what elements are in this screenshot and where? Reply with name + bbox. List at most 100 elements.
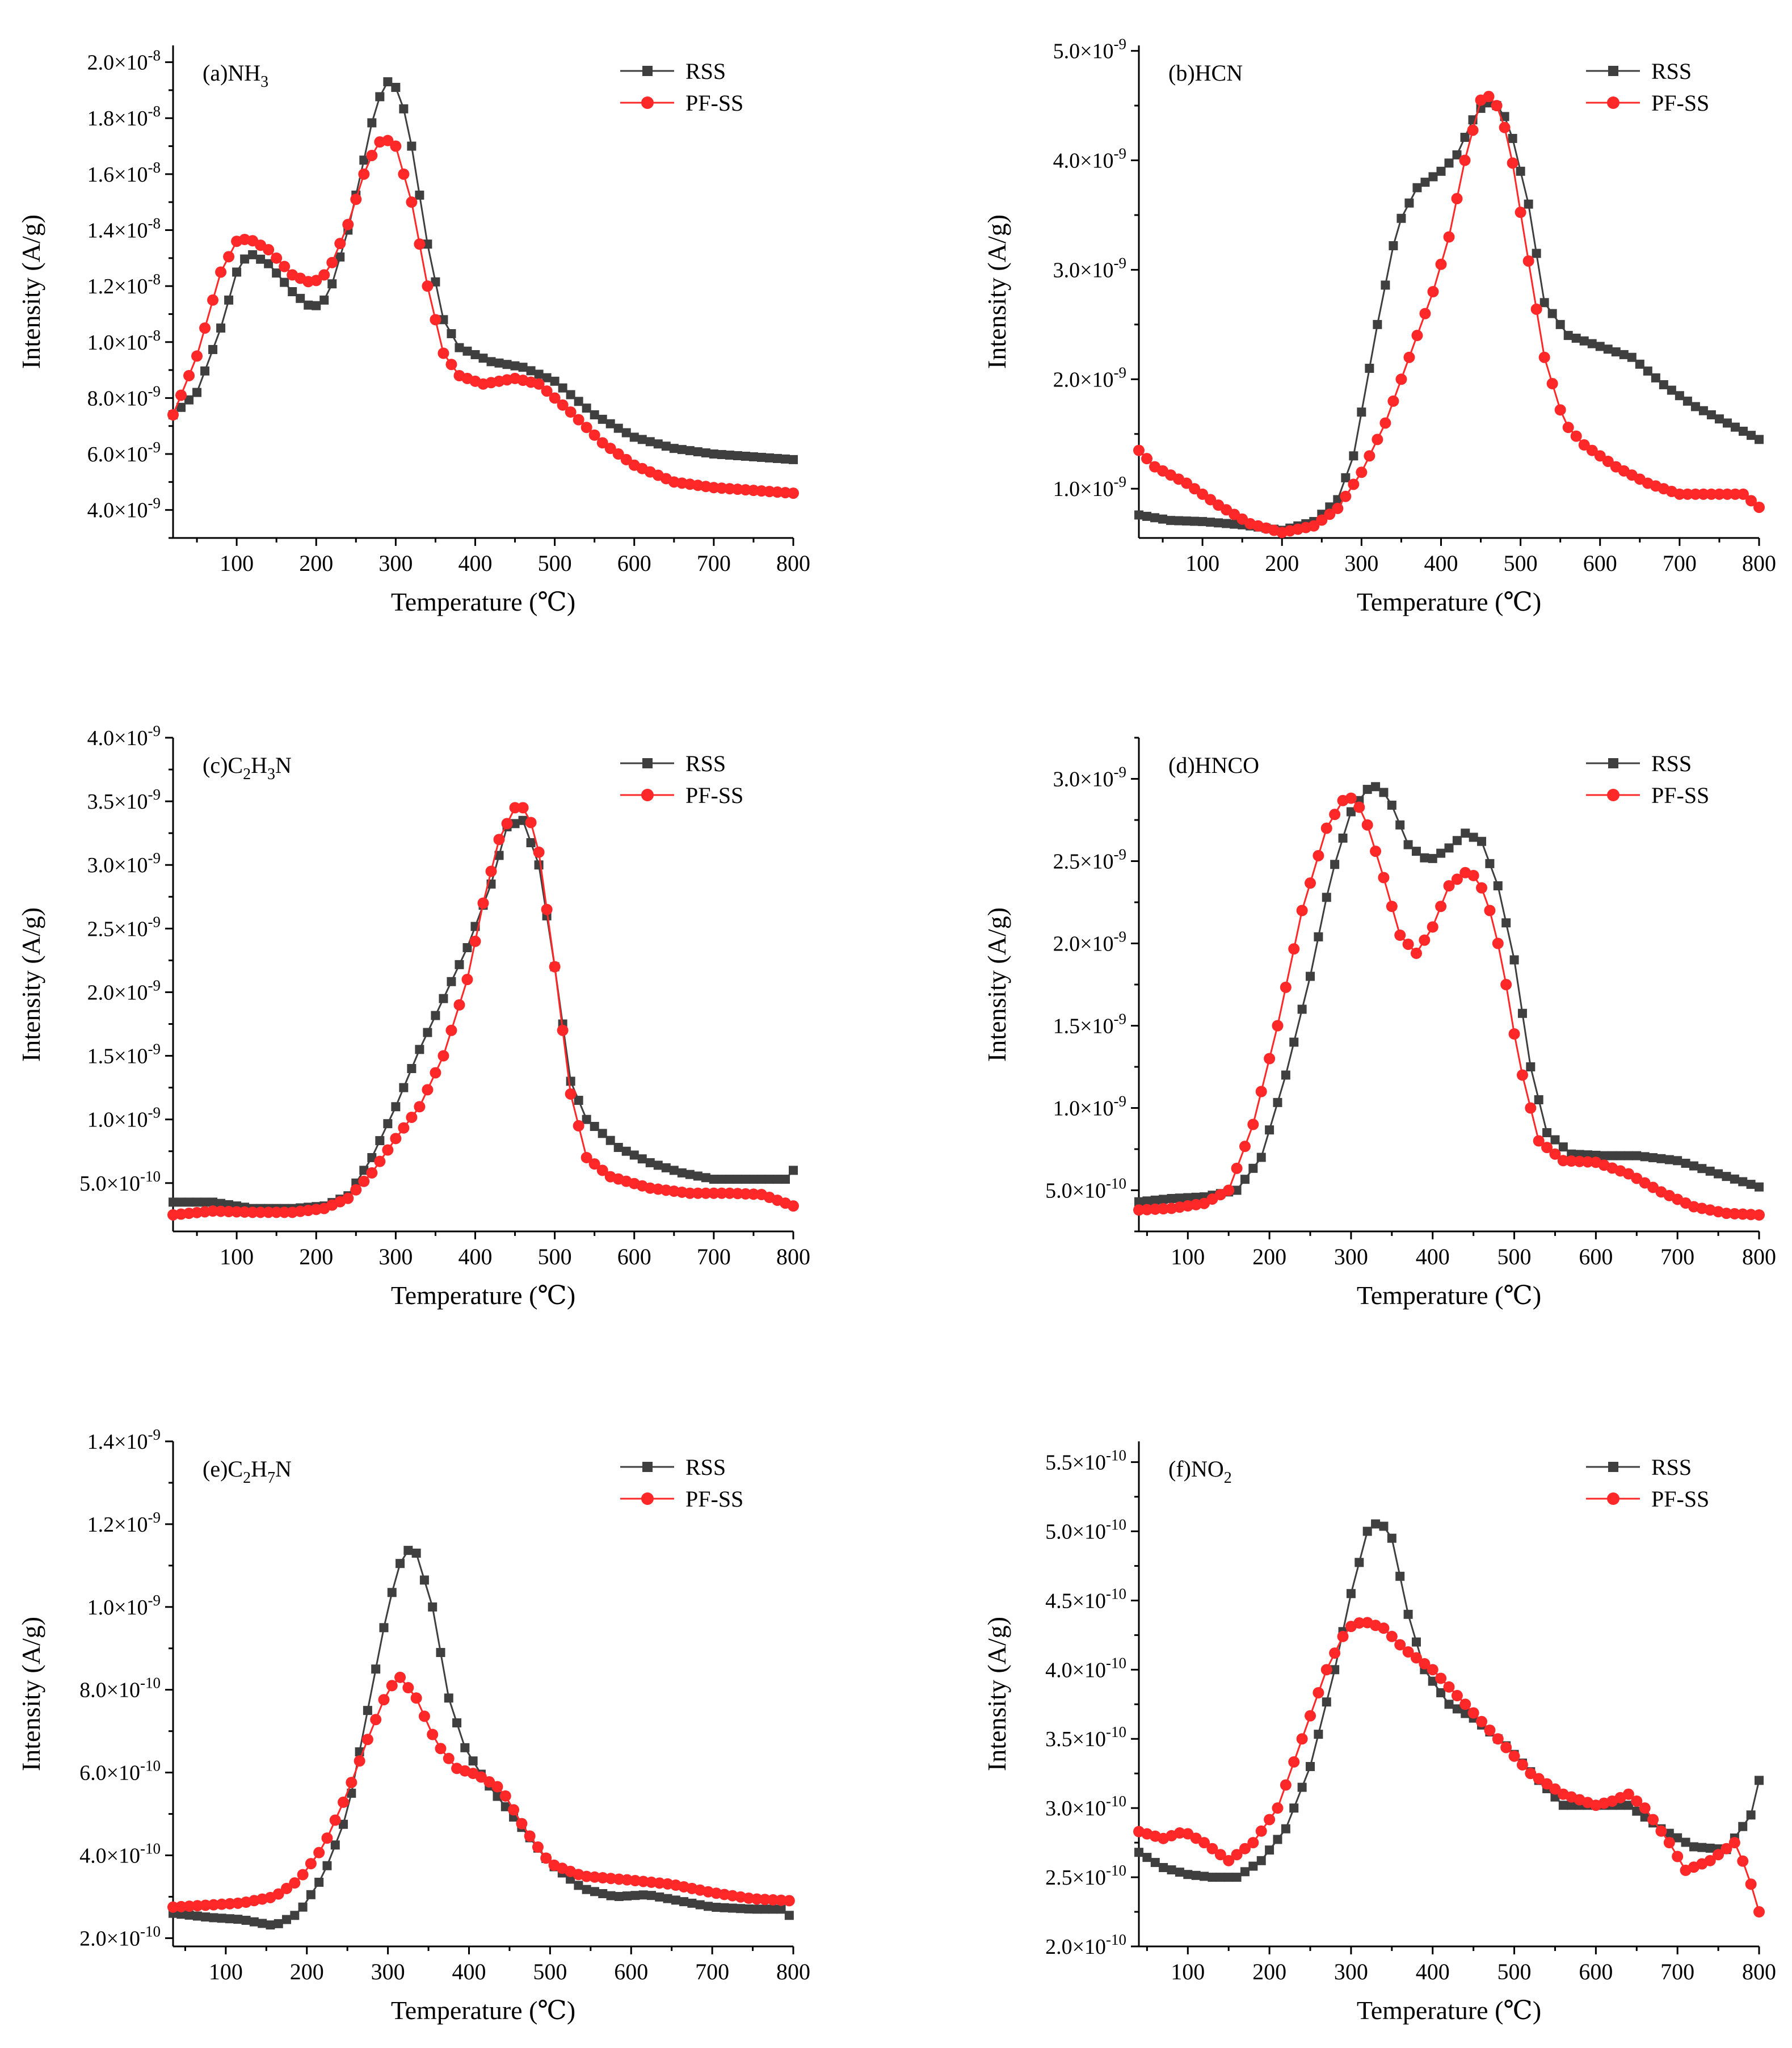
data-point-pf-ss [438,1050,449,1062]
data-point-rss [1281,1070,1290,1080]
y-tick-label: 1.0×10-9 [1053,473,1126,501]
data-point-pf-ss [1264,1053,1276,1065]
data-point-rss [403,1546,413,1555]
chart-panel-3: 100 200 300 400 500 600 700 800 5.0×10-10 1.0×10-… [16,722,810,1310]
x-tick-label: 600 [1583,550,1617,576]
data-point-rss [748,1175,758,1184]
data-point-pf-ss [1427,1664,1438,1676]
data-point-pf-ss [751,1893,763,1905]
data-point-pf-ss [1459,1698,1471,1710]
data-point-pf-ss [491,1781,503,1793]
data-point-rss [671,1895,680,1905]
data-point-rss [478,354,488,363]
data-point-rss [1371,1519,1381,1529]
data-point-rss [622,1891,632,1901]
legend-label: RSS [685,58,726,84]
data-point-rss [1395,820,1405,830]
data-point-pf-ss [1484,905,1496,916]
data-point-rss [1755,1182,1764,1192]
data-point-rss [184,1197,194,1207]
data-point-pf-ss [175,1900,187,1912]
data-point-pf-ss [183,1900,195,1912]
y-tick-label: 2.0×10-9 [87,977,161,1004]
data-point-rss [685,1170,695,1179]
data-point-rss [383,77,393,87]
data-point-pf-ss [1581,1156,1593,1168]
data-point-pf-ss [1705,488,1717,500]
data-point-rss [274,1919,283,1928]
data-point-pf-ss [747,1188,759,1200]
x-tick-label: 400 [1416,1244,1450,1269]
data-point-rss [1640,1152,1650,1162]
data-point-pf-ss [1427,286,1439,297]
data-point-pf-ss [1451,1690,1463,1702]
data-point-pf-ss [1554,404,1566,416]
data-point-pf-ss [358,168,370,180]
data-point-rss [264,259,274,268]
data-point-rss [1452,1704,1462,1714]
data-point-pf-ss [1672,1851,1684,1862]
data-point-rss [209,1913,218,1923]
data-point-rss [661,441,671,451]
data-point-rss [415,190,424,200]
data-point-rss [319,295,329,305]
data-point-pf-ss [1451,193,1463,205]
data-point-rss [1403,840,1413,850]
data-point-rss [518,363,528,372]
data-point-rss [1534,1095,1543,1104]
data-point-rss [663,1894,672,1903]
y-axis-label: Intensity (A/g) [982,907,1011,1062]
data-point-rss [411,1548,421,1558]
data-point-rss [1183,1193,1193,1202]
data-point-rss [327,279,337,289]
data-point-pf-ss [485,865,497,877]
data-point-rss [455,960,464,969]
data-point-pf-ss [224,1898,236,1910]
data-point-pf-ss [1451,873,1463,885]
data-point-pf-ss [1443,231,1455,243]
data-point-rss [379,1623,389,1633]
data-point-rss [322,1861,332,1870]
data-point-pf-ss [1197,488,1209,500]
data-point-pf-ss [1467,869,1479,881]
data-point-pf-ss [1320,1664,1332,1676]
data-point-pf-ss [200,1899,212,1911]
data-point-rss [669,444,679,453]
data-point-rss [1611,347,1621,357]
y-tick-label: 1.0×10-9 [1053,1093,1126,1121]
data-point-pf-ss [767,1894,779,1906]
data-point-rss [1357,407,1366,417]
data-point-rss [1230,519,1239,529]
x-tick-label: 200 [299,1244,333,1269]
data-point-pf-ss [525,817,537,829]
data-point-pf-ss [1713,488,1725,500]
data-point-pf-ss [1223,1184,1235,1196]
data-point-rss [1346,807,1356,817]
data-point-pf-ss [239,1206,251,1218]
data-point-rss [1452,150,1462,159]
data-point-rss [447,329,456,338]
data-point-pf-ss [1578,439,1590,451]
data-point-rss [614,1892,624,1902]
data-point-pf-ss [613,1873,625,1885]
x-axis-label: Temperature (℃) [391,1281,575,1310]
data-point-pf-ss [549,961,561,973]
legend-label: PF-SS [685,783,743,808]
y-tick-label: 3.5×10-9 [87,786,161,814]
legend-label: PF-SS [1651,90,1709,116]
data-point-pf-ss [430,314,441,326]
data-point-rss [500,1802,510,1811]
data-point-rss [605,419,615,428]
x-tick-label: 700 [697,1244,731,1269]
data-point-rss [444,1693,453,1703]
data-point-rss [1167,1194,1176,1203]
data-point-pf-ss [1443,1681,1455,1693]
data-point-pf-ss [1402,1646,1414,1658]
data-point-rss [1420,178,1430,187]
data-point-rss [192,1197,202,1207]
data-point-pf-ss [378,1694,390,1706]
data-point-pf-ss [1713,1849,1724,1861]
data-point-rss [756,1175,766,1184]
data-point-rss [249,1917,259,1927]
data-point-pf-ss [1427,921,1438,933]
